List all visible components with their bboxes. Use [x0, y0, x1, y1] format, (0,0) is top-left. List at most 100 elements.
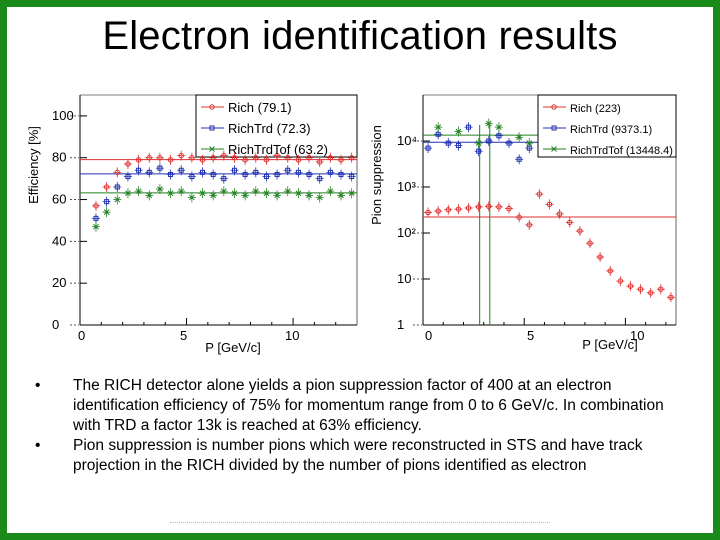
data-point: [658, 286, 664, 292]
data-point: [466, 124, 472, 130]
data-point: [157, 186, 163, 192]
data-point: [607, 268, 613, 274]
data-point: [221, 152, 227, 159]
data-point: [567, 219, 573, 226]
data-point: [242, 171, 248, 177]
data-point: [136, 167, 142, 173]
x-tick-label: 0: [78, 328, 85, 343]
data-point: [349, 174, 355, 180]
data-point: [506, 205, 512, 212]
legend-label: RichTrdTof (13448.4): [570, 145, 673, 157]
data-point: [200, 169, 206, 175]
data-point: [263, 157, 270, 163]
data-point: [263, 190, 270, 197]
pion-suppression-chart: [413, 94, 677, 326]
data-point: [242, 157, 248, 163]
bullet-item: • The RICH detector alone yields a pion …: [35, 376, 685, 436]
y-tick-label: 10²: [397, 225, 416, 240]
footer-divider: [170, 522, 550, 527]
data-point: [285, 167, 291, 173]
data-point: [316, 194, 323, 201]
data-point: [199, 157, 206, 163]
data-point: [327, 155, 334, 161]
data-point: [306, 192, 312, 199]
data-point: [167, 190, 174, 197]
series-RichTrdTof: [434, 118, 534, 149]
data-point: [231, 167, 237, 173]
data-point: [526, 222, 532, 228]
data-point: [587, 240, 593, 246]
data-point: [93, 215, 99, 221]
series-Rich: [91, 150, 356, 211]
y-tick-label: 0: [52, 317, 59, 332]
data-point: [556, 211, 563, 217]
data-point: [435, 208, 441, 214]
data-point: [435, 124, 442, 131]
data-point: [506, 140, 512, 146]
data-point: [146, 192, 153, 199]
data-point: [516, 134, 522, 141]
y-tick-label: 10⁴: [397, 133, 417, 148]
data-point: [157, 155, 163, 161]
data-point: [209, 125, 215, 131]
data-point: [617, 278, 624, 284]
data-point: [114, 196, 121, 203]
data-point: [306, 171, 312, 177]
x-tick-label: 10: [285, 328, 299, 343]
y-tick-label: 80: [52, 150, 66, 165]
data-point: [295, 169, 301, 175]
data-point: [435, 131, 441, 137]
series-Rich: [424, 189, 675, 303]
data-point: [455, 128, 462, 135]
data-point: [209, 146, 215, 152]
series-RichTrdTof: [91, 184, 356, 232]
legend-label: RichTrd (72.3): [228, 121, 311, 136]
bullet-glyph: •: [35, 377, 41, 394]
y-tick-label: 10³: [397, 179, 416, 194]
data-point: [476, 148, 482, 154]
data-point: [167, 157, 174, 163]
data-point: [327, 169, 333, 175]
data-point: [178, 167, 184, 173]
data-point: [146, 155, 152, 161]
bullet-list: • The RICH detector alone yields a pion …: [35, 376, 685, 476]
data-point: [209, 104, 215, 110]
data-point: [445, 207, 451, 213]
x-tick-label: 0: [425, 328, 432, 343]
data-point: [348, 155, 355, 161]
bullet-text: The RICH detector alone yields a pion su…: [73, 377, 664, 434]
legend-box: [195, 94, 358, 158]
data-point: [526, 140, 533, 146]
x-tick-label: 5: [180, 328, 187, 343]
bullet-glyph: •: [35, 437, 41, 454]
y-tick-label: 1: [397, 317, 404, 332]
data-point: [220, 188, 227, 195]
data-point: [496, 124, 502, 131]
data-point: [551, 146, 557, 152]
data-point: [274, 192, 280, 199]
data-point: [146, 169, 152, 175]
data-point: [295, 157, 302, 163]
data-point: [285, 155, 291, 161]
y-tick-label: 10: [397, 271, 411, 286]
data-point: [577, 228, 583, 234]
data-point: [135, 157, 142, 163]
y-tick-label: 100: [52, 108, 74, 123]
data-point: [496, 204, 502, 210]
data-point: [516, 156, 522, 162]
data-point: [637, 286, 644, 292]
data-point: [627, 283, 634, 289]
data-point: [465, 205, 472, 211]
data-point: [425, 145, 431, 151]
data-point: [189, 174, 195, 180]
data-point: [125, 161, 131, 167]
data-point: [93, 223, 99, 230]
y-axis-label: Efficiency [%]: [26, 126, 41, 204]
data-point: [125, 174, 131, 180]
data-point: [338, 171, 344, 177]
data-point: [317, 176, 323, 182]
legend-label: Rich (79.1): [228, 100, 292, 115]
data-point: [253, 155, 259, 161]
data-point: [242, 192, 248, 199]
